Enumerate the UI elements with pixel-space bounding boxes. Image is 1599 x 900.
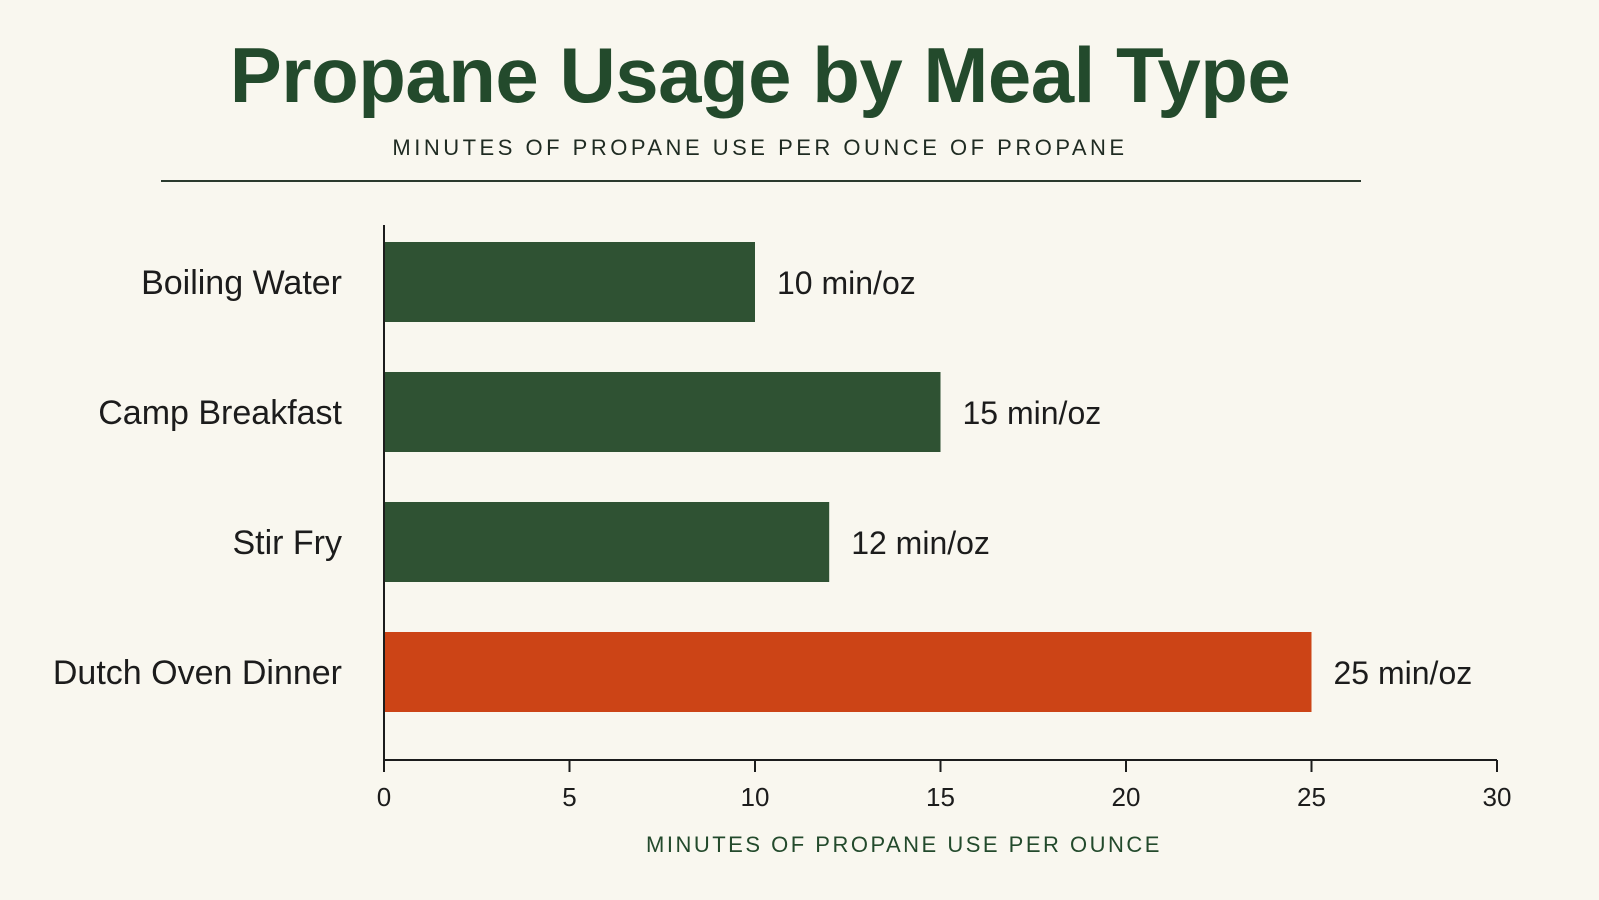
x-tick-label: 30 bbox=[1483, 782, 1512, 812]
bar-camp-breakfast bbox=[385, 372, 941, 452]
bar-dutch-oven-dinner bbox=[385, 632, 1312, 712]
x-ticks: 0 5 10 15 20 25 30 bbox=[377, 760, 1512, 812]
title-divider bbox=[161, 180, 1361, 182]
category-label-camp-breakfast: Camp Breakfast bbox=[98, 394, 342, 432]
value-label-dutch-oven-dinner: 25 min/oz bbox=[1334, 655, 1473, 691]
category-labels: Boiling Water Camp Breakfast Stir Fry Dutch… bbox=[53, 264, 343, 692]
bar-stir-fry bbox=[385, 502, 830, 582]
x-axis-title: MINUTES OF PROPANE USE PER OUNCE bbox=[646, 832, 1162, 857]
category-label-stir-fry: Stir Fry bbox=[232, 524, 342, 562]
x-tick-label: 5 bbox=[562, 782, 576, 812]
category-label-dutch-oven-dinner: Dutch Oven Dinner bbox=[53, 654, 342, 692]
x-tick-label: 0 bbox=[377, 782, 391, 812]
bars-group bbox=[385, 242, 1312, 712]
value-label-stir-fry: 12 min/oz bbox=[851, 525, 990, 561]
x-tick-label: 10 bbox=[741, 782, 770, 812]
chart-title: Propane Usage by Meal Type bbox=[229, 31, 1291, 119]
value-label-boiling-water: 10 min/oz bbox=[777, 265, 916, 301]
x-tick-label: 25 bbox=[1297, 782, 1326, 812]
value-labels: 10 min/oz 15 min/oz 12 min/oz 25 min/oz bbox=[777, 265, 1472, 691]
chart-subtitle: MINUTES OF PROPANE USE PER OUNCE OF PROP… bbox=[392, 135, 1128, 160]
bar-boiling-water bbox=[385, 242, 755, 322]
value-label-camp-breakfast: 15 min/oz bbox=[963, 395, 1102, 431]
x-tick-label: 15 bbox=[926, 782, 955, 812]
category-label-boiling-water: Boiling Water bbox=[141, 264, 342, 302]
x-tick-label: 20 bbox=[1112, 782, 1141, 812]
